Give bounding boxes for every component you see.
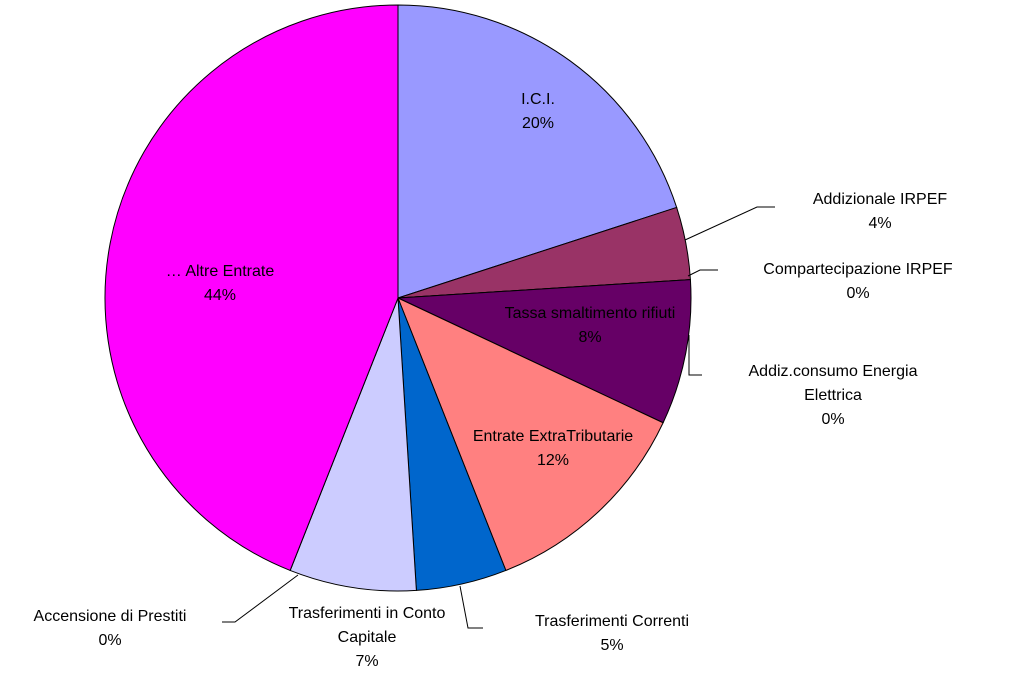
value-label: 0% <box>846 285 870 302</box>
pie-slice <box>104 4 399 572</box>
leader-line <box>459 585 483 629</box>
value-label: 5% <box>600 637 624 654</box>
category-label: … Altre Entrate <box>165 263 275 280</box>
value-label: 4% <box>868 215 892 232</box>
data-label: Compartecipazione IRPEF 0% <box>728 258 988 306</box>
data-label: … Altre Entrate 44% <box>100 260 340 308</box>
category-label: Addizionale IRPEF <box>812 191 948 208</box>
category-label: I.C.I. <box>521 91 555 108</box>
category-label: Entrate ExtraTributarie <box>472 428 634 445</box>
category-label: Trasferimenti in Conto Capitale <box>288 605 446 646</box>
category-label: Accensione di Prestiti <box>33 608 187 625</box>
data-label: Trasferimenti Correnti 5% <box>492 610 732 658</box>
pie-slice <box>397 297 664 572</box>
value-label: 0% <box>98 632 122 649</box>
category-label: Trasferimenti Correnti <box>534 613 690 630</box>
value-label: 0% <box>821 411 845 428</box>
pie-slice <box>397 4 678 299</box>
leader-line <box>684 206 775 241</box>
data-label: Trasferimenti in Conto Capitale 7% <box>277 602 457 674</box>
data-label: Accensione di Prestiti 0% <box>0 605 225 653</box>
category-label: Compartecipazione IRPEF <box>763 261 953 278</box>
leader-line <box>688 335 702 376</box>
data-label: Entrate ExtraTributarie 12% <box>468 425 638 473</box>
data-label: Addizionale IRPEF 4% <box>770 188 990 236</box>
category-label: Addiz.consumo Energia Elettrica <box>748 363 918 404</box>
category-label: Tassa smaltimento rifiuti <box>504 305 676 322</box>
value-label: 44% <box>203 287 237 304</box>
value-label: 12% <box>536 452 570 469</box>
value-label: 20% <box>521 115 555 132</box>
data-label: Tassa smaltimento rifiuti 8% <box>490 302 690 350</box>
leader-line <box>222 574 299 623</box>
data-label: I.C.I. 20% <box>478 88 598 136</box>
value-label: 8% <box>578 329 602 346</box>
value-label: 7% <box>355 653 379 670</box>
leader-line <box>687 269 718 277</box>
pie-slice <box>289 297 417 592</box>
data-label: Addiz.consumo Energia Elettrica 0% <box>718 360 948 432</box>
pie-slice <box>397 279 692 424</box>
